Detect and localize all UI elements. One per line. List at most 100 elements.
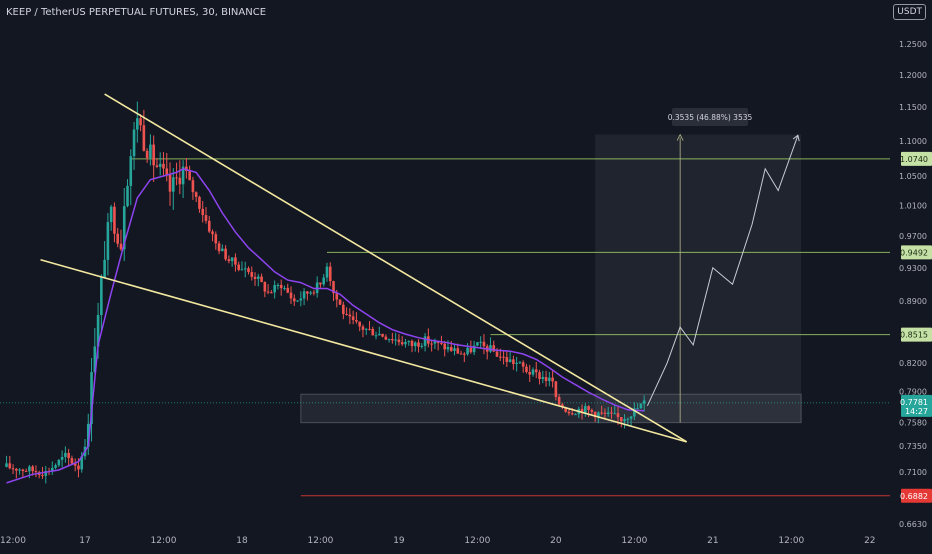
candle-down [247, 268, 250, 273]
candle-down [335, 293, 339, 300]
measure-arrowhead [676, 133, 684, 141]
candle-down [570, 413, 574, 415]
candle-down [482, 341, 486, 347]
y-tick-label: 1.2000 [899, 71, 927, 80]
candle-up [518, 362, 522, 364]
candle-down [185, 166, 188, 172]
candle-layer [5, 101, 646, 484]
candle-up [613, 413, 617, 415]
candle-up [109, 206, 113, 223]
candle-up [423, 336, 427, 346]
level-price-tag [901, 327, 932, 342]
candle-up [257, 276, 260, 279]
candle-down [142, 125, 146, 151]
candle-down [168, 174, 172, 192]
candle-up [64, 452, 67, 457]
candle-down [410, 340, 414, 347]
candle-up [60, 456, 64, 460]
candle-down [436, 341, 440, 343]
candle-up [446, 346, 450, 350]
candle-down [538, 372, 541, 380]
candle-down [21, 469, 25, 472]
candle-down [397, 339, 401, 343]
candle-down [217, 243, 221, 252]
candle-down [328, 266, 332, 282]
candle-down [292, 298, 296, 302]
candle-up [606, 412, 610, 414]
candle-down [384, 336, 388, 340]
y-tick-label: 0.9300 [899, 264, 927, 273]
candle-up [90, 372, 93, 424]
projection-arrowhead [792, 134, 800, 142]
candle-down [417, 342, 420, 347]
candle-up [531, 369, 535, 375]
candle-up [466, 347, 469, 355]
candle-up [623, 419, 626, 422]
candle-down [155, 165, 159, 167]
measure-label: 0.3535 (46.88%) 3535 [668, 113, 753, 122]
candle-down [469, 347, 473, 353]
candle-up [453, 348, 456, 351]
candle-up [57, 459, 61, 466]
candle-up [181, 166, 185, 185]
x-tick-label: 12:00 [0, 536, 26, 546]
stop-price-tag [901, 488, 932, 503]
candle-down [495, 351, 499, 357]
candle-down [286, 287, 290, 293]
candle-down [463, 353, 466, 355]
candle-up [299, 298, 303, 301]
candle-down [188, 171, 191, 181]
y-tick-label: 0.7100 [899, 468, 927, 477]
candle-down [201, 208, 205, 216]
candle-down [492, 345, 496, 352]
candle-down [381, 333, 384, 337]
candle-down [557, 396, 561, 405]
projection-layer [646, 133, 800, 423]
candle-up [309, 292, 312, 294]
level-price-label: 1.0740 [900, 155, 928, 164]
candle-down [502, 356, 505, 358]
candle-down [459, 353, 463, 355]
candle-up [413, 342, 417, 347]
lower-trendline [40, 258, 687, 443]
currency-badge[interactable]: USDT [893, 4, 926, 20]
candle-down [113, 206, 116, 234]
x-tick-label: 12:00 [151, 536, 177, 546]
candle-up [489, 345, 492, 352]
candle-down [440, 342, 443, 344]
candle-up [296, 300, 299, 302]
candle-up [126, 185, 129, 207]
target-box [595, 134, 802, 423]
candle-up [574, 414, 577, 416]
upper-trendline [104, 93, 688, 443]
level-price-tag [901, 245, 932, 260]
candle-up [276, 284, 280, 286]
zone-layer [300, 134, 802, 424]
candle-up [28, 466, 31, 472]
candle-up [378, 333, 381, 336]
candle-down [24, 471, 28, 473]
candle-up [548, 377, 551, 381]
candle-down [260, 276, 263, 283]
candle-down [224, 248, 227, 260]
candle-up [51, 467, 54, 472]
candle-down [603, 412, 607, 414]
candle-up [54, 465, 57, 468]
candle-down [512, 359, 515, 365]
candle-down [204, 215, 208, 221]
candle-up [584, 406, 587, 414]
y-tick-label: 1.1000 [899, 137, 927, 146]
moving-average-line [6, 167, 645, 484]
candle-up [325, 266, 329, 278]
candle-down [443, 343, 446, 350]
candle-up [103, 259, 106, 278]
candle-down [590, 409, 594, 412]
candle-up [433, 341, 437, 344]
candle-down [175, 177, 178, 179]
candle-down [610, 412, 613, 414]
candle-down [270, 292, 273, 294]
x-tick-label: 22 [864, 536, 875, 546]
candle-up [322, 277, 326, 285]
